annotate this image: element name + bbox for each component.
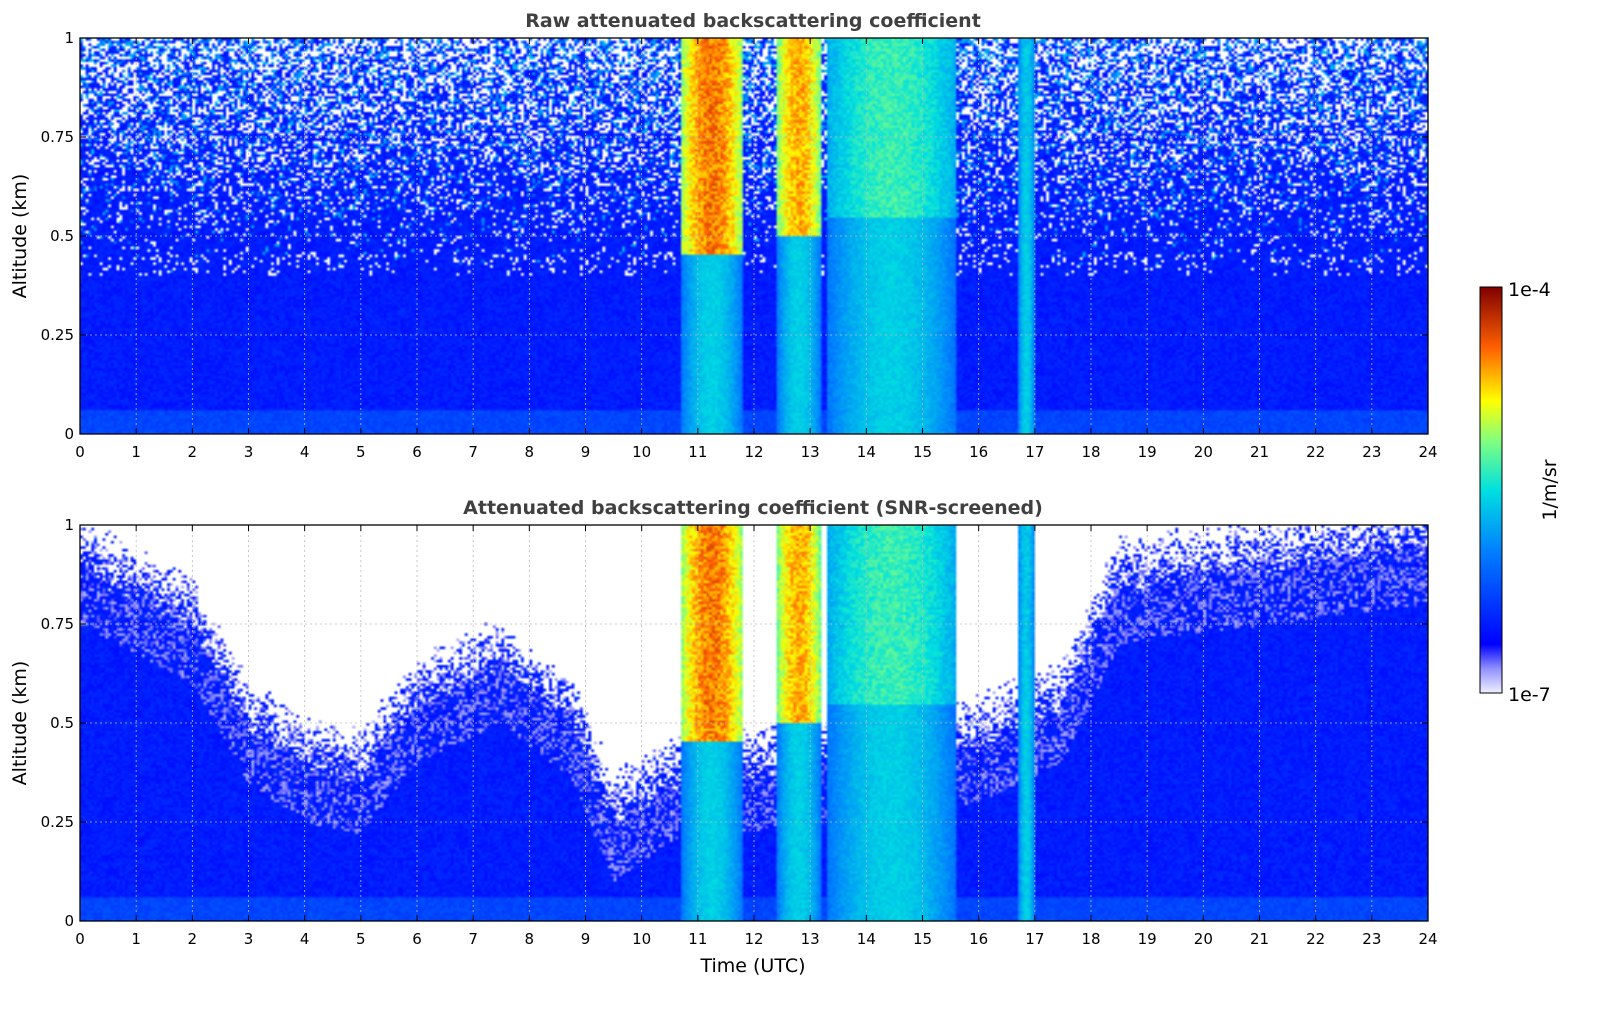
panel-raw-y-axis-label: Altitude (km)	[9, 174, 31, 299]
x-tick-label: 8	[525, 930, 535, 948]
x-tick-label: 18	[1081, 930, 1100, 948]
panel-raw-title: Raw attenuated backscattering coefficien…	[525, 10, 981, 32]
y-tick-label: 0.25	[41, 326, 74, 344]
x-tick-label: 13	[801, 443, 820, 461]
x-tick-label: 10	[632, 443, 651, 461]
x-tick-label: 11	[688, 443, 707, 461]
x-tick-label: 16	[969, 930, 988, 948]
x-tick-label: 17	[1025, 930, 1044, 948]
x-tick-label: 23	[1362, 930, 1381, 948]
panel-screened: Attenuated backscattering coefficient (S…	[9, 497, 1438, 977]
y-tick-label: 0.5	[50, 227, 74, 245]
x-tick-label: 21	[1250, 443, 1269, 461]
panel-screened-y-axis-label: Altitude (km)	[9, 661, 31, 786]
x-tick-label: 14	[857, 443, 876, 461]
panel-raw-grid	[80, 38, 1428, 434]
x-tick-label: 2	[188, 443, 198, 461]
x-tick-label: 22	[1306, 443, 1325, 461]
x-tick-label: 9	[581, 443, 591, 461]
x-tick-label: 3	[244, 443, 254, 461]
panel-screened-title: Attenuated backscattering coefficient (S…	[463, 497, 1043, 519]
panel-raw-y-ticks: 0 0.25 0.5 0.75 1	[41, 29, 1428, 443]
x-tick-label: 4	[300, 930, 310, 948]
x-tick-label: 6	[412, 443, 422, 461]
x-tick-label: 19	[1138, 930, 1157, 948]
x-tick-label: 1	[131, 443, 141, 461]
x-tick-label: 15	[913, 443, 932, 461]
x-tick-label: 23	[1362, 443, 1381, 461]
x-axis-label: Time (UTC)	[699, 955, 805, 977]
y-tick-label: 0.5	[50, 714, 74, 732]
colorbar-max-label: 1e-4	[1508, 279, 1551, 301]
x-tick-label: 17	[1025, 443, 1044, 461]
y-tick-label: 1	[64, 29, 74, 47]
x-tick-label: 0	[75, 443, 85, 461]
x-tick-label: 24	[1418, 930, 1437, 948]
y-tick-label: 0	[64, 425, 74, 443]
x-tick-label: 14	[857, 930, 876, 948]
colorbar-unit-label: 1/m/sr	[1539, 459, 1561, 520]
colorbar-ramp	[1479, 286, 1503, 694]
y-tick-label: 0	[64, 912, 74, 930]
x-tick-label: 21	[1250, 930, 1269, 948]
x-tick-label: 6	[412, 930, 422, 948]
y-tick-label: 0.75	[41, 615, 74, 633]
x-tick-label: 20	[1194, 443, 1213, 461]
y-tick-label: 0.25	[41, 813, 74, 831]
panel-screened-x-ticks: 0 1 2 3 4 5 6 7 8 9 10 11 12 13 14 15 16 17 18 19 20 21 22 23 24	[75, 525, 1438, 948]
x-tick-label: 9	[581, 930, 591, 948]
x-tick-label: 22	[1306, 930, 1325, 948]
y-tick-label: 1	[64, 516, 74, 534]
x-tick-label: 12	[744, 443, 763, 461]
x-tick-label: 24	[1418, 443, 1437, 461]
panel-screened-grid	[80, 525, 1428, 921]
y-tick-label: 0.75	[41, 128, 74, 146]
x-tick-label: 7	[468, 443, 478, 461]
panel-screened-y-ticks: 0 0.25 0.5 0.75 1	[41, 516, 1428, 930]
x-tick-label: 11	[688, 930, 707, 948]
x-tick-label: 2	[188, 930, 198, 948]
x-tick-label: 15	[913, 930, 932, 948]
x-tick-label: 20	[1194, 930, 1213, 948]
x-tick-label: 10	[632, 930, 651, 948]
x-tick-label: 5	[356, 443, 366, 461]
x-tick-label: 5	[356, 930, 366, 948]
x-tick-label: 12	[744, 930, 763, 948]
x-tick-label: 4	[300, 443, 310, 461]
x-tick-label: 8	[525, 443, 535, 461]
x-tick-label: 18	[1081, 443, 1100, 461]
x-tick-label: 19	[1138, 443, 1157, 461]
x-tick-label: 3	[244, 930, 254, 948]
x-tick-label: 0	[75, 930, 85, 948]
colorbar-min-label: 1e-7	[1508, 684, 1551, 706]
x-tick-label: 1	[131, 930, 141, 948]
colorbar: 1e-4 1e-7 1/m/sr	[1479, 279, 1561, 706]
panel-raw-x-ticks: 0 1 2 3 4 5 6 7 8 9 10 11 12 13 14 15 16 17 18 19 20 21 22 23 24	[75, 38, 1438, 461]
x-tick-label: 16	[969, 443, 988, 461]
x-tick-label: 13	[801, 930, 820, 948]
panel-raw: Raw attenuated backscattering coefficien…	[9, 10, 1438, 461]
x-tick-label: 7	[468, 930, 478, 948]
